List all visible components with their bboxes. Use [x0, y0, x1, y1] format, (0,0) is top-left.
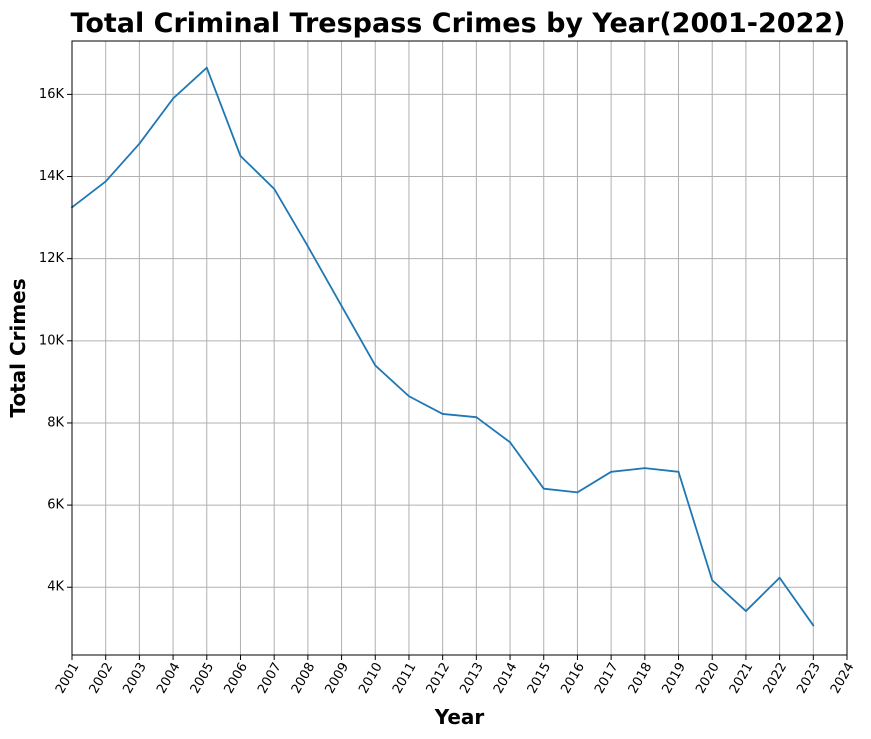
data-point — [273, 187, 276, 190]
data-point — [812, 624, 815, 627]
y-tick-label: 6K — [47, 498, 64, 513]
x-axis-label: Year — [434, 705, 485, 729]
data-point — [610, 470, 613, 473]
data-point — [643, 467, 646, 470]
y-tick-label: 16K — [39, 87, 65, 102]
data-point — [677, 470, 680, 473]
axis-ticks: 2001 2002 2003 2004 2005 2006 2007 2008 2009 2010… — [39, 87, 858, 697]
data-point — [205, 66, 208, 69]
data-point — [542, 487, 545, 490]
x-tick-label: 2003 — [120, 660, 150, 696]
x-tick-label: 2022 — [761, 660, 791, 696]
data-point — [711, 579, 714, 582]
y-tick-label: 12K — [39, 251, 65, 266]
data-point — [509, 441, 511, 444]
data-point — [576, 491, 579, 494]
x-tick-label: 2018 — [626, 660, 656, 696]
x-tick-label: 2017 — [592, 660, 622, 696]
data-point — [340, 305, 343, 307]
x-tick-label: 2007 — [255, 660, 285, 696]
x-tick-label: 2001 — [53, 660, 83, 696]
data-point — [374, 364, 377, 367]
x-tick-label: 2023 — [794, 660, 824, 696]
data-point — [172, 97, 174, 100]
data-point — [778, 576, 781, 579]
x-tick-label: 2016 — [558, 660, 588, 696]
data-point — [306, 245, 309, 248]
x-tick-label: 2014 — [491, 660, 521, 696]
series-layer — [71, 66, 815, 627]
x-tick-label: 2012 — [424, 660, 454, 696]
x-tick-label: 2013 — [457, 660, 487, 696]
x-tick-label: 2009 — [323, 660, 353, 696]
data-point — [408, 395, 410, 398]
x-tick-label: 2010 — [356, 660, 386, 696]
data-point — [745, 610, 747, 612]
y-tick-label: 10K — [39, 333, 65, 348]
plot-frame — [71, 40, 848, 656]
data-point — [475, 416, 478, 419]
x-tick-label: 2020 — [693, 660, 723, 696]
x-tick-label: 2006 — [221, 660, 251, 696]
data-point — [104, 180, 107, 183]
x-tick-label: 2008 — [289, 660, 319, 696]
y-tick-label: 8K — [47, 415, 64, 430]
data-point — [138, 142, 141, 145]
y-tick-label: 4K — [47, 580, 64, 595]
x-tick-label: 2005 — [188, 660, 218, 696]
x-tick-label: 2004 — [154, 660, 184, 696]
y-tick-label: 14K — [39, 169, 65, 184]
x-tick-label: 2002 — [87, 660, 117, 696]
y-axis-label: Total Crimes — [6, 278, 30, 417]
data-point — [239, 155, 242, 157]
x-tick-label: 2015 — [525, 660, 555, 696]
x-tick-label: 2019 — [659, 660, 689, 696]
x-tick-label: 2011 — [390, 660, 420, 696]
x-tick-label: 2024 — [828, 660, 858, 696]
x-tick-label: 2021 — [727, 660, 757, 696]
grid — [71, 41, 848, 655]
data-point — [441, 413, 444, 415]
chart-title: Total Criminal Trespass Crimes by Year(2… — [71, 8, 846, 39]
